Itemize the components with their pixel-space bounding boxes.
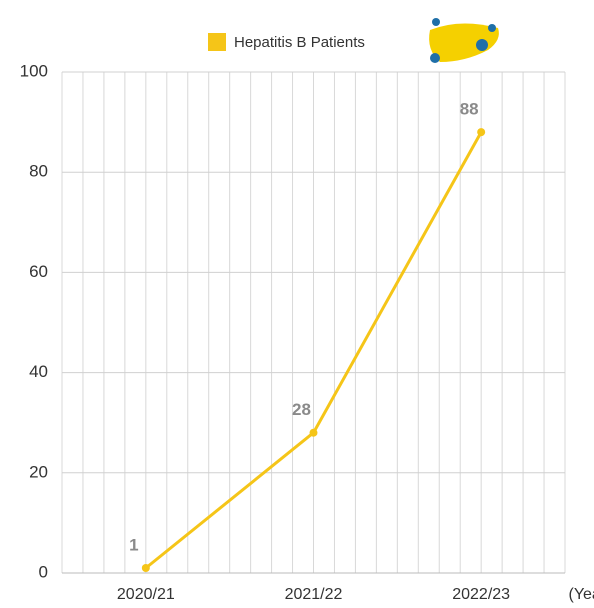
y-tick-label: 100 [20,61,48,80]
y-tick-label: 40 [29,362,48,381]
point [309,428,318,437]
x-tick-label: 2021/22 [285,586,343,603]
y-tick-label: 0 [39,562,48,581]
value-label: 1 [129,535,138,554]
x-axis-label: (Year) [569,586,594,603]
legend-label: Hepatitis B Patients [234,34,365,51]
y-tick-label: 60 [29,262,48,281]
value-label: 28 [292,400,311,419]
liver-icon [429,18,499,63]
point [477,128,486,137]
x-tick-label: 2020/21 [117,586,175,603]
x-tick-label: 2022/23 [452,586,510,603]
value-label: 88 [460,100,479,119]
y-tick-label: 80 [29,162,48,181]
legend-swatch [208,33,226,51]
point [141,563,150,572]
y-tick-label: 20 [29,462,48,481]
